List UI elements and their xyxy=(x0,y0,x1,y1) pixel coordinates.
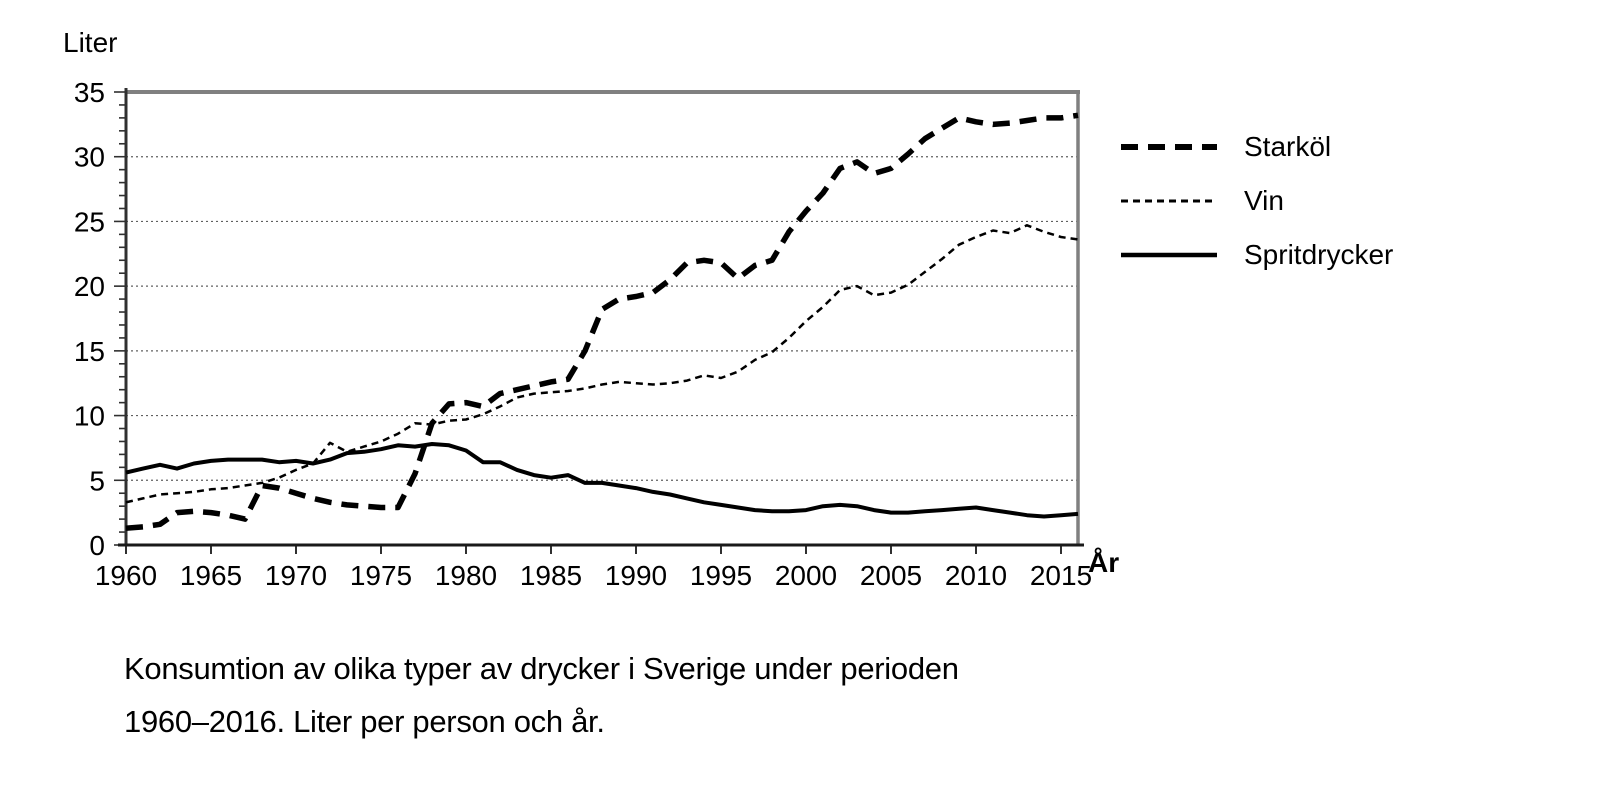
series-line-starköl xyxy=(125,112,1079,531)
legend-label: Starköl xyxy=(1244,131,1332,162)
legend-label: Spritdrycker xyxy=(1244,239,1394,270)
svg-text:2015: 2015 xyxy=(1030,560,1092,591)
plot-border xyxy=(126,90,1080,545)
svg-text:30: 30 xyxy=(74,142,105,173)
svg-text:1980: 1980 xyxy=(435,560,497,591)
svg-text:15: 15 xyxy=(74,336,105,367)
y-axis-title: Liter xyxy=(63,27,118,58)
caption-line-2: 1960–2016. Liter per person och år. xyxy=(124,704,605,739)
series-line-vin xyxy=(125,224,1079,504)
svg-text:0: 0 xyxy=(89,530,105,561)
svg-text:35: 35 xyxy=(74,77,105,108)
svg-text:1990: 1990 xyxy=(605,560,667,591)
svg-text:10: 10 xyxy=(74,401,105,432)
svg-text:25: 25 xyxy=(74,206,105,237)
x-axis-title: År xyxy=(1088,547,1120,578)
svg-text:1970: 1970 xyxy=(265,560,327,591)
y-tick-labels: 0 5 10 15 20 25 30 35 xyxy=(74,77,105,561)
caption-line-1: Konsumtion av olika typer av drycker i S… xyxy=(124,651,959,686)
svg-text:2010: 2010 xyxy=(945,560,1007,591)
svg-text:1975: 1975 xyxy=(350,560,412,591)
svg-text:5: 5 xyxy=(89,465,105,496)
svg-text:1995: 1995 xyxy=(690,560,752,591)
svg-text:20: 20 xyxy=(74,271,105,302)
legend-item-starkol: Starköl xyxy=(1120,120,1393,174)
legend-item-vin: Vin xyxy=(1120,174,1393,228)
x-tick-labels: 1960 1965 1970 1975 1980 1985 1990 1995 2000 2005… xyxy=(95,560,1092,591)
legend-item-spritdrycker: Spritdrycker xyxy=(1120,228,1393,282)
gridlines xyxy=(126,156,1078,481)
legend-label: Vin xyxy=(1244,185,1284,216)
series-line-spritdrycker xyxy=(125,442,1079,519)
svg-text:2005: 2005 xyxy=(860,560,922,591)
figure-caption: Konsumtion av olika typer av drycker i S… xyxy=(124,642,959,748)
svg-text:1965: 1965 xyxy=(180,560,242,591)
svg-text:2000: 2000 xyxy=(775,560,837,591)
chart-legend: Starköl Vin Spritdrycker xyxy=(1120,120,1393,282)
legend-line-sample-icon xyxy=(1121,199,1217,203)
svg-text:1960: 1960 xyxy=(95,560,157,591)
svg-text:1985: 1985 xyxy=(520,560,582,591)
axis-lines xyxy=(118,88,1084,547)
legend-line-sample-icon xyxy=(1121,144,1217,150)
legend-line-sample-icon xyxy=(1121,252,1217,258)
